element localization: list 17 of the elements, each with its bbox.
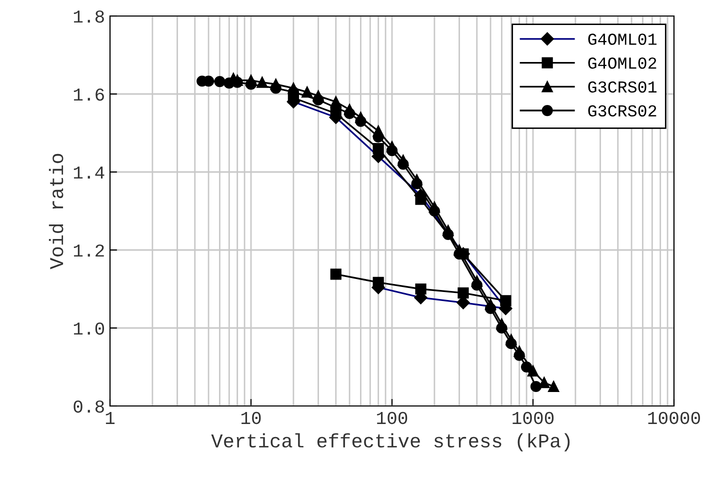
- y-tick-label: 1.2: [74, 244, 104, 257]
- x-tick-label: 10: [241, 412, 261, 424]
- x-axis-title: Vertical effective stress (kPa): [211, 433, 570, 452]
- x-tick-label: 10000: [648, 412, 700, 424]
- x-tick-label: 100: [377, 412, 408, 424]
- legend-label: G3CRS02: [588, 105, 656, 117]
- y-tick-label: 1.0: [74, 322, 104, 335]
- y-axis-title: Void ratio: [48, 154, 64, 270]
- y-tick-label: 1.4: [74, 166, 104, 179]
- y-tick-label: 1.8: [74, 10, 104, 23]
- legend-label: G4OML01: [588, 34, 657, 45]
- y-tick-label: 0.8: [74, 400, 104, 413]
- legend-label: G4OML02: [588, 57, 656, 69]
- x-tick-label: 1: [106, 412, 115, 424]
- x-tick-label: 1000: [512, 412, 554, 424]
- y-tick-label: 1.6: [74, 88, 104, 101]
- legend-label: G3CRS01: [588, 81, 657, 93]
